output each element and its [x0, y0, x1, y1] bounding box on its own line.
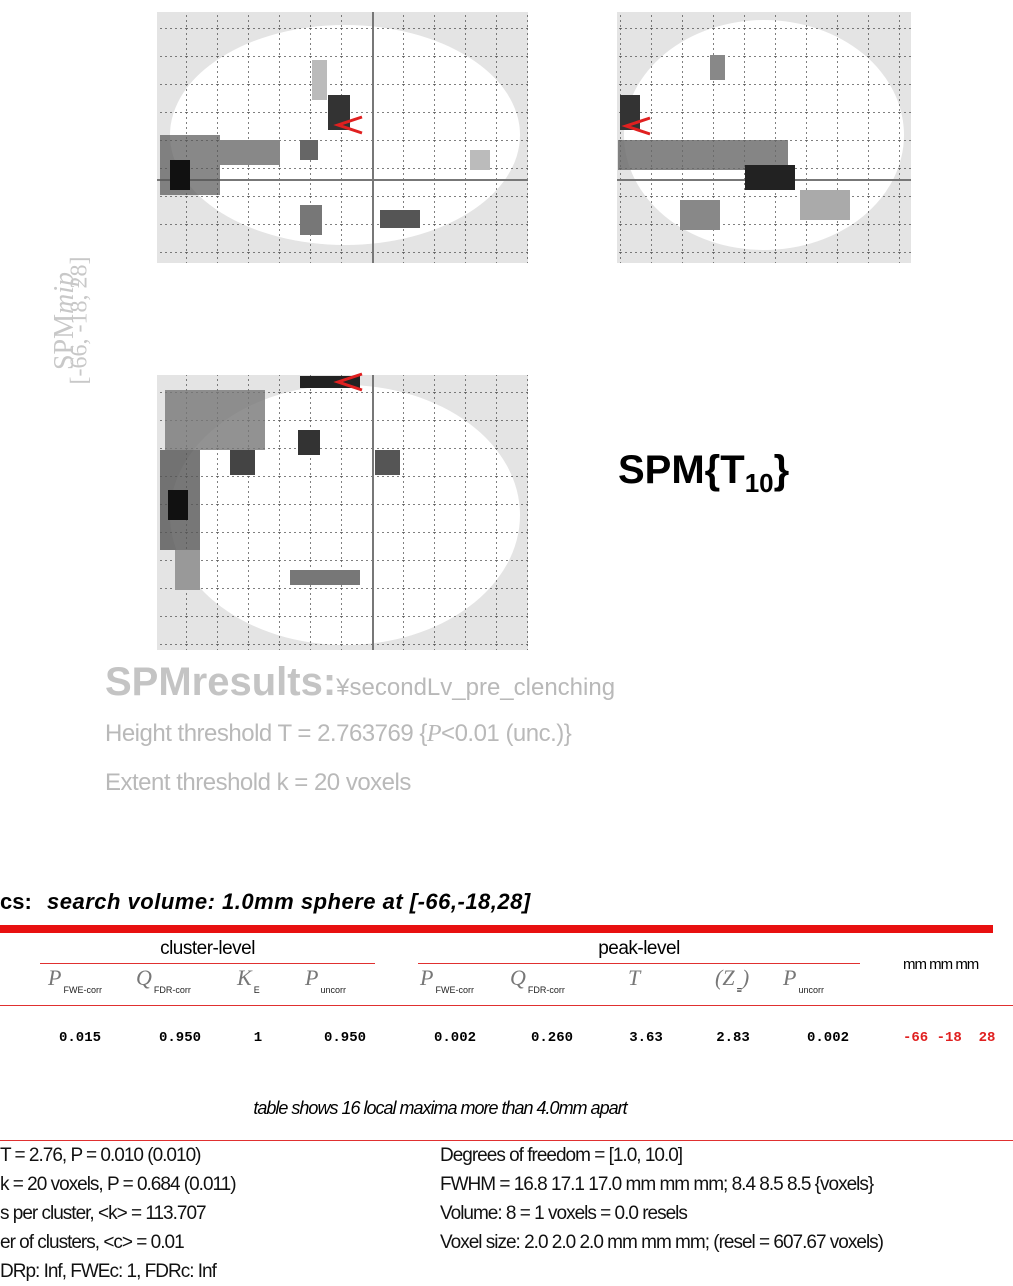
- column-header: T: [628, 965, 640, 991]
- column-subscript: FDR-corr: [153, 985, 191, 995]
- results-title-row: SPMresults:¥secondLv_pre_clenching: [105, 660, 615, 705]
- height-threshold: Height threshold T = 2.763769 {P<0.01 (u…: [105, 720, 572, 748]
- footer-right-line: Volume: 8 = 1 voxels = 0.0 resels: [440, 1203, 688, 1224]
- column-subscript: FDR-corr: [527, 985, 565, 995]
- column-header: P FWE-corr: [420, 965, 474, 995]
- column-suffix: ): [741, 965, 750, 990]
- column-symbol: Q: [136, 965, 152, 990]
- results-path: ¥secondLv_pre_clenching: [336, 674, 616, 701]
- column-symbol: (Z: [715, 965, 735, 990]
- group-header: peak-level: [598, 938, 680, 959]
- column-symbol: P: [48, 965, 62, 990]
- footer-left-line: DRp: Inf, FWEc: 1, FDRc: Inf: [0, 1261, 217, 1282]
- footer-right-line: FWHM = 16.8 17.1 17.0 mm mm mm; 8.4 8.5 …: [440, 1174, 874, 1195]
- section-subtitle: search volume: 1.0mm sphere at [-66,-18,…: [47, 889, 531, 914]
- column-header: (Z ≡): [715, 965, 750, 995]
- footer-left-line: s per cluster, <k> = 113.707: [0, 1203, 207, 1224]
- column-header: P FWE-corr: [48, 965, 102, 995]
- footer-right-line: Voxel size: 2.0 2.0 2.0 mm mm mm; (resel…: [440, 1232, 884, 1253]
- column-symbol: T: [628, 965, 641, 990]
- column-subscript: uncorr: [798, 985, 824, 995]
- column-symbol: P: [783, 965, 797, 990]
- height-threshold-after: <0.01 (unc.)}: [441, 720, 572, 747]
- column-subscript: FWE-corr: [63, 985, 102, 995]
- stat-subscript: 10: [744, 468, 774, 498]
- height-threshold-before: Height threshold T = 2.763769 {: [105, 720, 427, 747]
- table-cell: 0.950: [323, 1030, 367, 1046]
- extent-threshold: Extent threshold k = 20 voxels: [105, 769, 411, 796]
- column-symbol: P: [305, 965, 319, 990]
- stat-prefix: SPM{T: [618, 448, 745, 492]
- coronal-view: [617, 12, 911, 263]
- coord-header: mm mm mm: [903, 956, 979, 973]
- table-top-rule: [0, 925, 993, 933]
- sagittal-view: [157, 12, 528, 263]
- footer-rule: [0, 1140, 1013, 1141]
- footer-left-line: k = 20 voxels, P = 0.684 (0.011): [0, 1174, 237, 1195]
- table-note: table shows 16 local maxima more than 4.…: [253, 1098, 627, 1118]
- group-rule: [418, 963, 860, 964]
- column-symbol: P: [420, 965, 434, 990]
- stat-suffix: }: [773, 448, 790, 492]
- column-subscript: E: [253, 985, 260, 995]
- column-symbol: Q: [510, 965, 526, 990]
- table-cell: 0.950: [158, 1030, 202, 1046]
- table-cell: 0.002: [433, 1030, 477, 1046]
- footer-left-line: er of clusters, <c> = 0.01: [0, 1232, 185, 1253]
- table-cell: 0.002: [806, 1030, 850, 1046]
- column-header: Q FDR-corr: [136, 965, 191, 995]
- group-rule: [40, 963, 375, 964]
- mip-coordinates: [-66, -18, 28]: [66, 256, 93, 385]
- column-symbol: K: [237, 965, 252, 990]
- table-cell: 0.015: [58, 1030, 102, 1046]
- section-title: cs:: [0, 889, 32, 914]
- footer-right-line: Degrees of freedom = [1.0, 10.0]: [440, 1145, 683, 1166]
- header-rule: [0, 1005, 1013, 1006]
- glass-brains: [157, 12, 911, 650]
- table-cell: 0.260: [530, 1030, 574, 1046]
- column-subscript: ≡: [736, 985, 742, 995]
- column-subscript: FWE-corr: [435, 985, 474, 995]
- height-threshold-italic: P: [426, 721, 442, 747]
- results-title: SPMresults:: [105, 660, 337, 704]
- stat-label: SPM{T10}: [618, 448, 789, 499]
- table-cell: 3.63: [629, 1030, 663, 1046]
- group-header: cluster-level: [160, 938, 255, 959]
- table-coords: -66 -18 28: [903, 1030, 996, 1046]
- table-cell: 2.83: [716, 1030, 750, 1046]
- column-subscript: uncorr: [320, 985, 346, 995]
- table-cell: 1: [253, 1030, 263, 1046]
- column-header: Q FDR-corr: [510, 965, 565, 995]
- axial-view: [157, 372, 528, 650]
- footer-left-line: T = 2.76, P = 0.010 (0.010): [0, 1145, 201, 1166]
